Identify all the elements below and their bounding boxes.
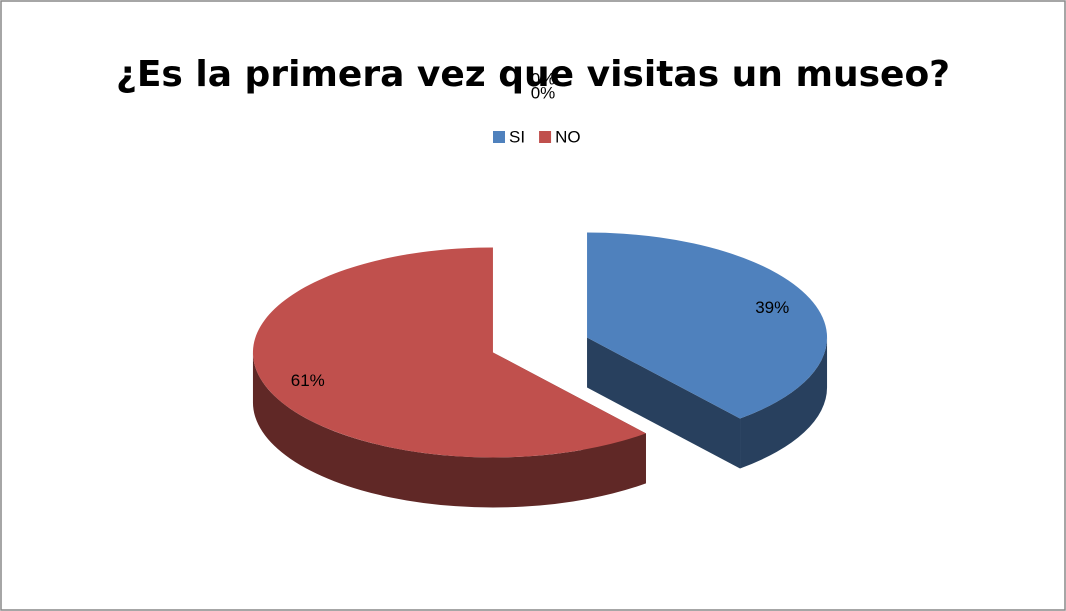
slice-side bbox=[740, 337, 828, 469]
legend-swatch bbox=[493, 131, 505, 143]
data-label: 0% bbox=[531, 83, 556, 102]
data-label: 39% bbox=[755, 298, 789, 317]
legend-swatch bbox=[539, 131, 552, 143]
data-label: 61% bbox=[291, 371, 325, 390]
slice bbox=[252, 247, 646, 458]
data-label: 0% bbox=[531, 69, 556, 88]
legend-label: NO bbox=[555, 127, 581, 146]
slice-face bbox=[587, 337, 741, 469]
legend-label: SI bbox=[509, 127, 525, 146]
slice-side bbox=[252, 352, 646, 508]
chart-title: ¿Es la primera vez que visitas un museo? bbox=[116, 54, 950, 95]
slice bbox=[587, 232, 828, 419]
